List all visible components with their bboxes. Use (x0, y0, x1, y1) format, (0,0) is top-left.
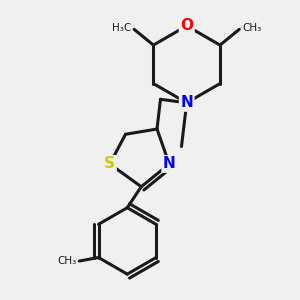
Text: N: N (180, 95, 193, 110)
Text: CH₃: CH₃ (242, 22, 261, 33)
Text: N: N (163, 157, 175, 172)
Text: S: S (104, 157, 115, 172)
Text: CH₃: CH₃ (57, 256, 76, 266)
Text: O: O (180, 18, 193, 33)
Text: H₃C: H₃C (112, 22, 131, 33)
